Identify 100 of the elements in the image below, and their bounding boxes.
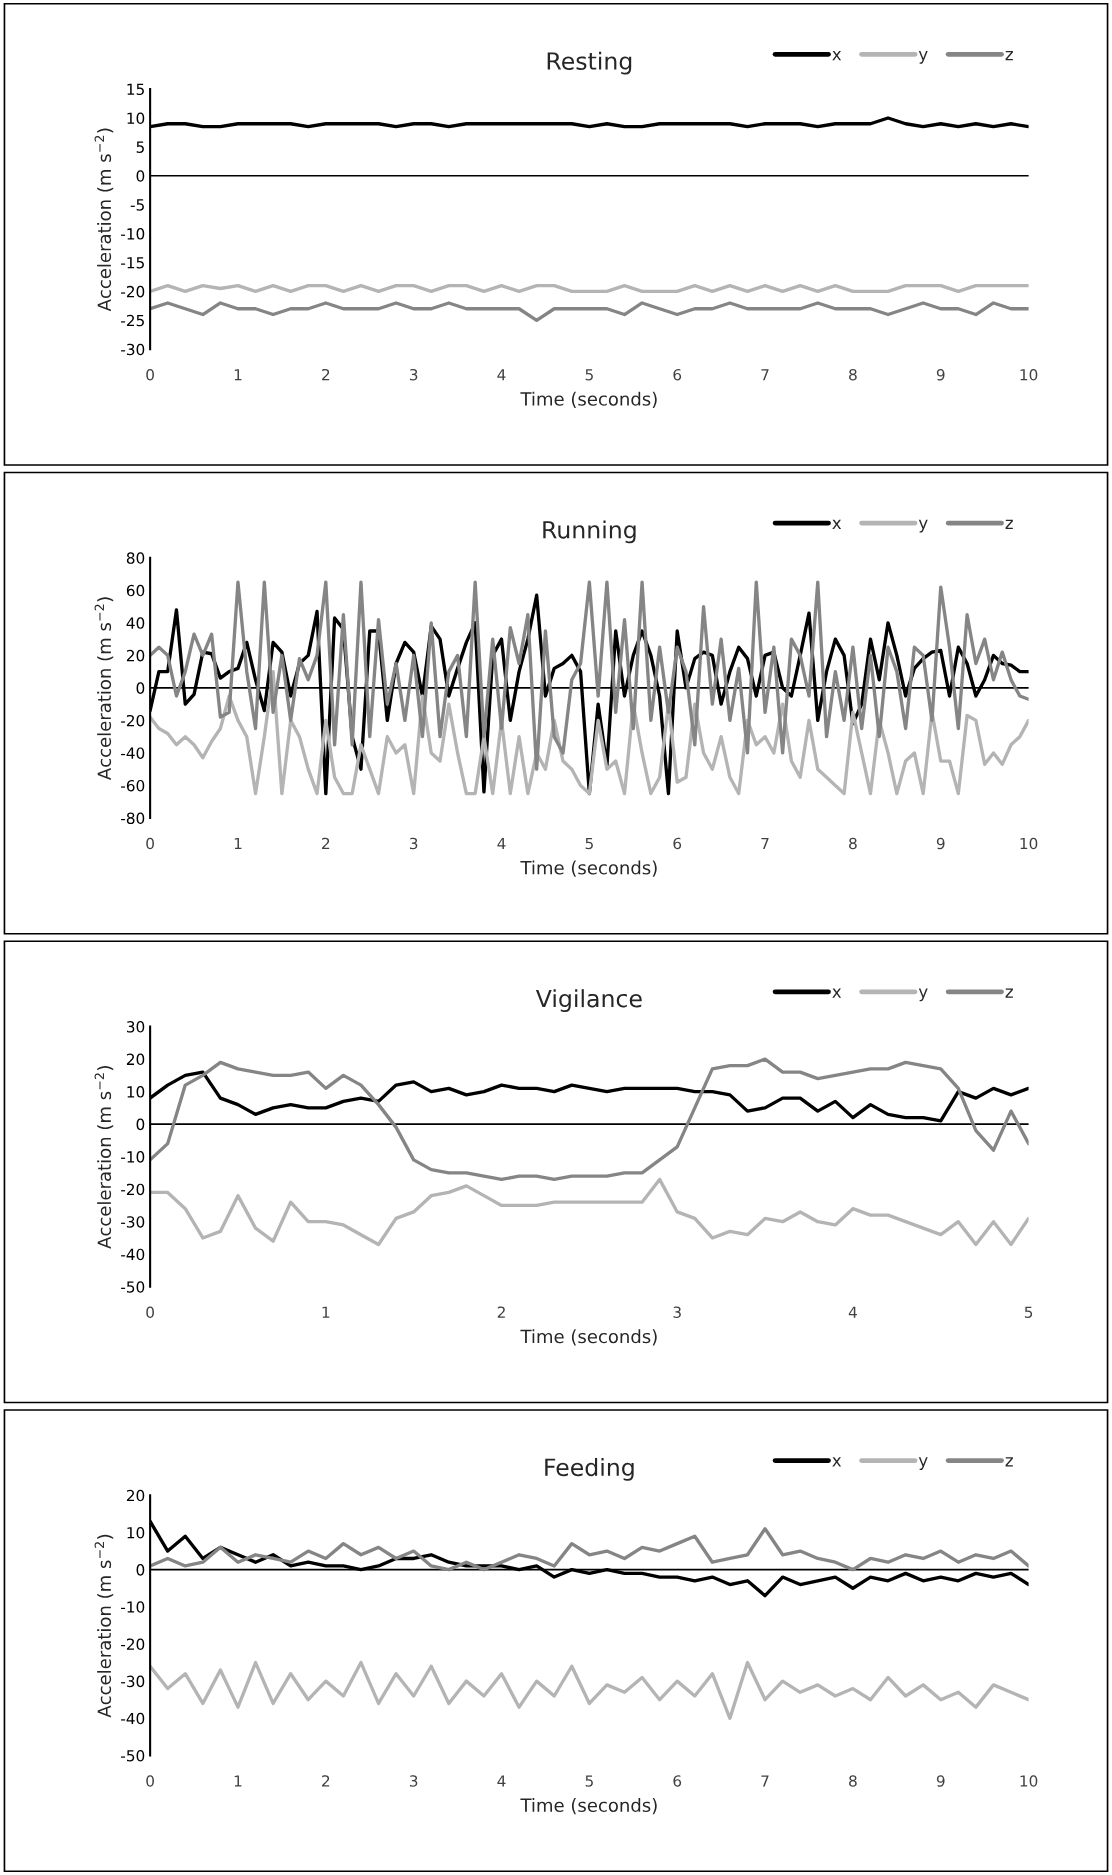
line-series [150,1660,1029,1720]
y-tick-label: -50 [121,1749,145,1762]
legend-label: y [918,519,928,533]
y-axis-title: Acceleration (m s$^{−2}$) [94,597,114,781]
legend-label: z [1005,51,1013,61]
x-tick-label: 0 [146,1775,154,1787]
x-tick-label: 2 [322,368,330,381]
y-tick-label: 20 [126,649,145,662]
line-series [150,1057,1029,1182]
x-tick-label: 1 [234,369,242,381]
x-tick-label: 0 [146,368,154,381]
x-tick-label: 9 [936,1775,945,1787]
x-tick-label: 9 [936,368,945,381]
chart-title: Running [543,520,636,544]
x-tick-label: 3 [409,1775,418,1787]
y-tick-label: -25 [121,314,144,327]
x-tick-label: 3 [409,368,418,381]
y-tick-label: -60 [121,779,145,792]
y-tick-label: 20 [126,1489,145,1502]
y-tick-label: -20 [121,285,145,298]
line-series [150,1177,1029,1247]
y-tick-label: 60 [126,584,145,597]
y-tick-label: 80 [126,552,145,564]
y-tick-label: 0 [136,1564,145,1576]
x-tick-label: 7 [761,837,769,850]
y-tick-label: -40 [121,1712,145,1725]
line-series [150,301,1029,322]
x-axis-title: Time (seconds) [520,1798,657,1815]
x-tick-label: 10 [1020,837,1038,850]
x-tick-label: 10 [1020,368,1038,381]
legend-label: y [918,1457,928,1470]
legend-label: x [832,519,842,529]
x-axis-title: Time (seconds) [520,1329,657,1346]
x-tick-label: 4 [848,1306,857,1318]
legend-label: y [918,51,928,64]
x-tick-label: 6 [673,1775,682,1787]
x-tick-label: 2 [497,1306,505,1318]
line-series [150,669,1029,796]
legend-label: x [832,51,842,61]
x-tick-label: 5 [585,1775,593,1787]
x-tick-label: 0 [146,837,154,850]
legend-label: x [832,1457,842,1467]
legend-label: z [1005,1457,1013,1467]
y-tick-label: 10 [127,1526,145,1539]
x-tick-label: 10 [1020,1775,1038,1787]
y-tick-label: -15 [121,257,144,269]
x-tick-label: 2 [322,1775,330,1787]
y-tick-label: -30 [121,1216,145,1228]
x-tick-label: 2 [322,837,330,850]
y-tick-label: -20 [121,714,145,727]
line-series [150,1527,1029,1572]
y-tick-label: -30 [121,1675,145,1688]
y-axis-title: Acceleration (m s$^{−2}$) [94,128,114,312]
y-tick-label: 0 [136,682,145,694]
y-tick-label: -40 [121,1248,145,1261]
y-tick-label: -10 [121,228,145,240]
x-tick-label: 5 [585,837,593,850]
x-tick-label: 6 [673,368,682,381]
y-tick-label: -10 [121,1601,145,1613]
x-tick-label: 5 [1024,1306,1033,1318]
x-tick-label: 1 [234,1775,242,1787]
y-tick-label: 20 [126,1053,145,1066]
x-tick-label: 8 [849,1775,857,1787]
legend-label: y [918,988,928,1002]
line-series [150,580,1029,771]
y-tick-label: -30 [121,343,145,356]
y-tick-label: 5 [136,141,144,153]
y-tick-label: -20 [121,1183,145,1196]
legend-label: z [1005,519,1013,529]
y-tick-label: 0 [136,170,145,182]
x-tick-label: 4 [497,369,506,381]
x-tick-label: 4 [497,837,506,850]
x-tick-label: 1 [322,1306,330,1318]
y-tick-label: -40 [121,747,145,759]
x-tick-label: 6 [673,837,682,850]
y-axis-title: Acceleration (m s$^{−2}$) [94,1534,114,1718]
y-tick-label: -80 [121,812,145,824]
x-tick-label: 7 [761,1775,769,1787]
y-tick-label: 10 [127,112,145,124]
chart-title: Resting [547,51,632,75]
y-axis-title: Acceleration (m s$^{−2}$) [94,1066,114,1249]
x-tick-label: 5 [585,369,593,381]
x-tick-label: 3 [409,837,418,850]
y-tick-label: -5 [130,199,144,211]
chart-title: Vigilance [535,989,642,1013]
x-tick-label: 1 [234,837,242,850]
y-tick-label: 0 [136,1118,145,1131]
y-tick-label: 40 [126,617,145,629]
x-tick-label: 3 [673,1306,681,1318]
y-tick-label: -50 [121,1281,145,1293]
y-tick-label: 30 [126,1021,145,1033]
x-axis-title: Time (seconds) [520,391,657,408]
x-tick-label: 4 [497,1775,506,1787]
legend-label: x [832,988,842,998]
x-axis-title: Time (seconds) [520,860,657,877]
x-tick-label: 8 [849,368,857,381]
y-tick-label: 15 [127,83,144,96]
y-tick-label: 10 [127,1086,145,1098]
chart-title: Feeding [545,1457,634,1481]
y-tick-label: -20 [121,1638,145,1650]
